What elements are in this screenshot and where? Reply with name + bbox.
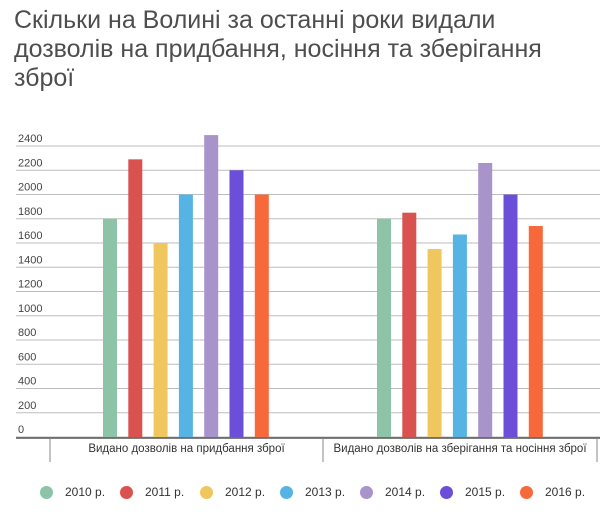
y-tick-label: 200 (18, 400, 36, 412)
bar-2013-group-1 (178, 194, 193, 437)
legend-label: 2011 р. (145, 485, 185, 499)
legend: 2010 р. 2011 р. 2012 р. 2013 р. 2014 р. 2015 … (40, 485, 600, 499)
chart-title: Скільки на Волині за останні роки видали… (14, 6, 542, 92)
bar-2011-group-1 (128, 159, 143, 437)
bar-2015-group-2 (503, 194, 518, 437)
legend-label: 2015 р. (465, 485, 506, 499)
legend-dot-icon (40, 485, 53, 499)
bar-2016-group-1 (254, 194, 269, 437)
legend-item: 2010 р. (40, 485, 120, 499)
legend-dot-icon (280, 485, 293, 499)
category-label: Видано дозволів на придбання зброї (88, 443, 285, 455)
legend-label: 2012 р. (225, 485, 266, 499)
y-tick-label: 1400 (18, 254, 42, 266)
legend-item: 2013 р. (280, 485, 360, 499)
bar-2012-group-2 (427, 249, 442, 437)
legend-item: 2012 р. (200, 485, 280, 499)
bar-2010-group-1 (103, 218, 117, 437)
bar-2012-group-1 (153, 243, 168, 437)
y-tick-label: 0 (18, 424, 24, 436)
bar-2016-group-2 (528, 226, 543, 437)
bar-2010-group-2 (377, 218, 391, 437)
legend-dot-icon (520, 485, 533, 499)
legend-dot-icon (200, 485, 213, 499)
y-tick-label: 400 (18, 376, 36, 388)
y-tick-label: 2200 (18, 157, 42, 169)
legend-label: 2010 р. (65, 485, 106, 499)
legend-dot-icon (360, 485, 373, 499)
y-tick-label: 1000 (18, 303, 42, 315)
legend-item: 2015 р. (440, 485, 520, 499)
y-tick-label: 1600 (18, 230, 42, 242)
legend-label: 2013 р. (305, 485, 346, 499)
y-tick-label: 2000 (18, 182, 42, 194)
legend-item: 2016 р. (520, 485, 600, 499)
legend-item: 2014 р. (360, 485, 440, 499)
bar-2014-group-1 (204, 135, 219, 437)
legend-dot-icon (120, 485, 133, 499)
bar-2011-group-2 (402, 212, 417, 437)
y-tick-label: 800 (18, 327, 36, 339)
category-label: Видано дозволів на зберігання та носіння… (333, 443, 587, 455)
bar-2015-group-1 (229, 170, 244, 437)
y-tick-label: 1800 (18, 206, 42, 218)
bar-2014-group-2 (478, 162, 493, 437)
y-tick-label: 2400 (18, 133, 42, 145)
bar-2013-group-2 (452, 234, 467, 437)
legend-item: 2011 р. (120, 485, 200, 499)
legend-label: 2016 р. (545, 485, 586, 499)
bar-chart: 0 200 400 600 800 1000 1200 1400 1600 1800 2000 220… (16, 133, 600, 462)
legend-dot-icon (440, 485, 453, 499)
y-tick-label: 1200 (18, 279, 42, 291)
y-tick-label: 600 (18, 351, 36, 363)
legend-label: 2014 р. (385, 485, 426, 499)
